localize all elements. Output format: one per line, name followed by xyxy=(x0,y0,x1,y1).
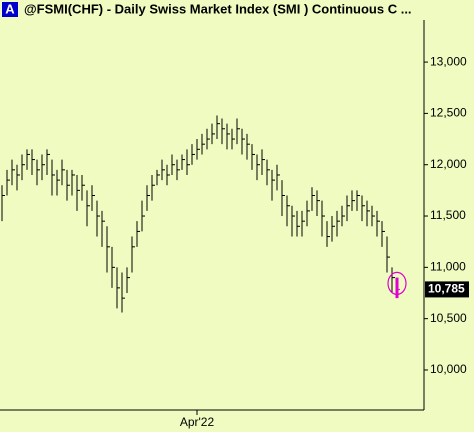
badge-box xyxy=(2,2,18,17)
highlight-circle xyxy=(387,271,407,296)
badge: A xyxy=(5,1,15,16)
y-tick-label: 11,000 xyxy=(430,260,466,274)
y-tick-label: 12,500 xyxy=(430,106,467,120)
y-tick-label: 11,500 xyxy=(430,208,466,222)
chart-title: @FSMI(CHF) - Daily Swiss Market Index (S… xyxy=(24,1,412,16)
last-price-box xyxy=(425,281,469,298)
y-tick-label: 10,500 xyxy=(430,311,467,325)
y-tick-label: 13,000 xyxy=(430,54,467,68)
x-tick-label: Apr'22 xyxy=(180,415,215,429)
y-tick-label: 12,000 xyxy=(430,157,467,171)
last-price-label: 10,785 xyxy=(428,282,465,296)
y-tick-label: 10,000 xyxy=(430,362,467,376)
